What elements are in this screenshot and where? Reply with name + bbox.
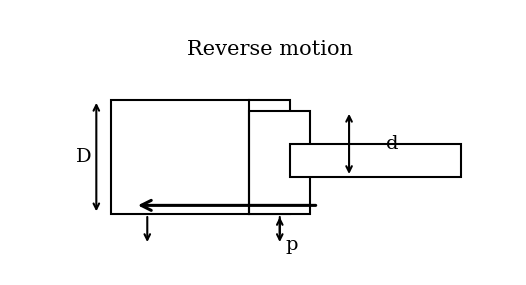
Bar <box>249 111 310 214</box>
Text: d: d <box>386 135 398 153</box>
Text: p: p <box>286 236 298 254</box>
Text: Reverse motion: Reverse motion <box>187 40 352 59</box>
Bar <box>110 100 290 214</box>
Bar <box>290 144 461 177</box>
Text: D: D <box>76 148 92 166</box>
